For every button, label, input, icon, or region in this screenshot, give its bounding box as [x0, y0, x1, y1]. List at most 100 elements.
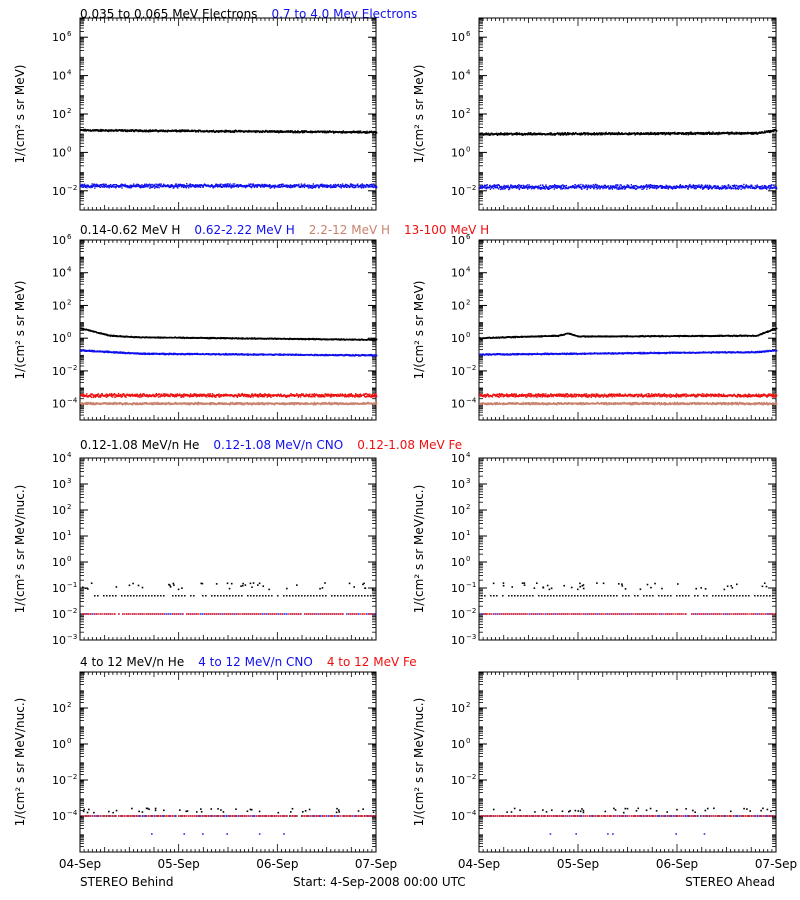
data-point [250, 131, 253, 133]
data-point [729, 185, 732, 188]
data-point [183, 130, 185, 133]
data-point [564, 188, 566, 190]
data-point [174, 184, 177, 186]
data-point [96, 185, 99, 188]
legend-row-4: 4 to 12 MeV/n He 4 to 12 MeV/n CNO 4 to 12… [80, 655, 417, 669]
data-point [184, 186, 186, 188]
data-point [568, 133, 571, 136]
data-point [572, 132, 574, 134]
data-point [512, 134, 514, 136]
data-point [541, 186, 543, 189]
data-point [689, 131, 692, 133]
y-tick-label: 10 [451, 70, 465, 83]
data-point [369, 185, 371, 188]
data-point [504, 187, 506, 190]
data-point [577, 185, 580, 188]
data-point [523, 185, 526, 187]
data-point [267, 131, 269, 134]
data-point [690, 133, 692, 135]
data-point [724, 184, 726, 187]
data-point [655, 186, 657, 188]
y-tick-label: 10 [451, 108, 465, 121]
data-point [605, 187, 607, 189]
data-point [254, 184, 257, 186]
data-point [289, 185, 291, 188]
data-point [190, 185, 193, 188]
data-point [715, 187, 718, 189]
data-point [97, 184, 99, 187]
data-point [479, 187, 481, 190]
data-point [163, 130, 166, 132]
data-point [592, 186, 594, 188]
data-point [666, 187, 668, 189]
data-point [708, 186, 710, 188]
data-point [694, 133, 697, 136]
data-point [669, 133, 672, 136]
data-point [263, 183, 266, 186]
data-point [769, 186, 771, 188]
legend-item: 0.035 to 0.065 MeV Electrons [80, 7, 257, 21]
data-point [163, 185, 165, 188]
data-point [362, 184, 364, 186]
data-point [108, 185, 110, 187]
data-point [271, 129, 273, 132]
data-point [692, 133, 694, 136]
data-point [503, 185, 505, 188]
data-point [234, 130, 236, 133]
y-axis-label: 1/(cm² s sr MeV) [412, 65, 426, 164]
data-point [693, 187, 696, 190]
data-point [551, 134, 553, 136]
y-tick-exponent: 2 [466, 107, 470, 115]
data-point [115, 184, 118, 186]
data-point [214, 185, 216, 188]
data-point [663, 187, 666, 189]
data-point [282, 183, 284, 185]
data-point [721, 185, 723, 187]
data-point [768, 130, 770, 132]
data-point [195, 131, 197, 133]
data-point [233, 131, 235, 134]
y-tick-label: 10 [52, 108, 66, 121]
data-point [264, 185, 266, 188]
data-point [188, 187, 190, 189]
data-point [186, 337, 188, 339]
y-tick-label: 10 [52, 185, 66, 198]
data-point [502, 188, 504, 190]
data-point [673, 132, 675, 134]
data-point [186, 129, 189, 132]
data-point [496, 184, 498, 186]
data-point [763, 187, 765, 189]
data-point [768, 188, 771, 190]
data-point [601, 133, 604, 136]
data-point [509, 186, 511, 189]
data-point [588, 184, 590, 187]
data-point [276, 186, 279, 188]
legend-item: 0.12-1.08 MeV/n He [80, 438, 199, 452]
data-point [642, 185, 645, 187]
data-point [698, 184, 700, 186]
data-point [355, 186, 357, 189]
data-point [649, 186, 652, 189]
data-point [565, 184, 568, 187]
data-point [85, 185, 88, 187]
data-point [212, 185, 215, 187]
data-point [661, 185, 663, 187]
y-tick-label: 10 [451, 146, 465, 159]
data-point [219, 184, 222, 187]
data-point [160, 183, 162, 185]
data-point [199, 185, 201, 187]
data-point [141, 186, 144, 189]
data-point [213, 336, 215, 339]
data-point [175, 184, 178, 186]
data-point [268, 185, 271, 188]
data-point [633, 132, 636, 134]
data-point [653, 184, 656, 187]
data-point [122, 130, 124, 133]
data-point [357, 132, 359, 134]
data-point [365, 186, 367, 188]
data-point [562, 134, 564, 136]
data-point [230, 187, 232, 189]
data-point [510, 185, 512, 187]
